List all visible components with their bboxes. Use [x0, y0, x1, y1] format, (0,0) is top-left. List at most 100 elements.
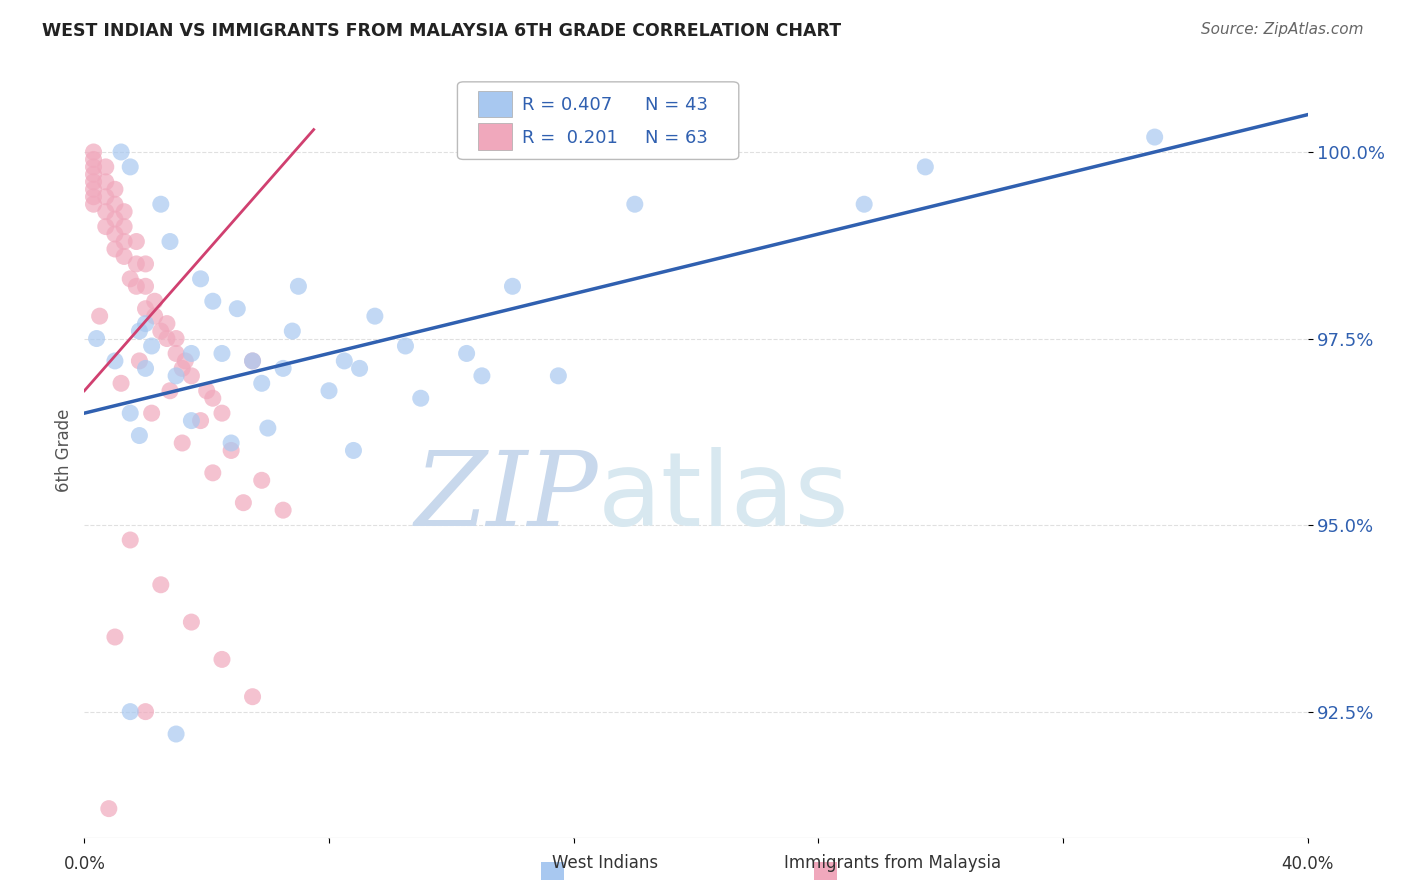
Point [120, 533, 142, 547]
Point [149, 324, 172, 338]
Point [333, 354, 356, 368]
Point [83, 190, 105, 204]
Point [83, 175, 105, 189]
Point [914, 160, 936, 174]
Point [180, 615, 202, 629]
Point [94, 204, 117, 219]
Point [471, 368, 494, 383]
Text: N = 63: N = 63 [644, 129, 707, 147]
Point [287, 279, 309, 293]
Point [135, 361, 157, 376]
Point [201, 466, 224, 480]
Point [547, 368, 569, 383]
Point [271, 361, 294, 376]
Point [456, 346, 478, 360]
Text: Immigrants from Malaysia: Immigrants from Malaysia [785, 855, 1001, 872]
Point [149, 578, 172, 592]
Point [128, 324, 150, 338]
Point [83, 153, 105, 167]
Text: R =  0.201: R = 0.201 [522, 129, 619, 147]
Point [349, 361, 371, 376]
Point [180, 414, 202, 428]
Point [128, 354, 150, 368]
Point [135, 317, 157, 331]
Point [94, 175, 117, 189]
Point [104, 212, 127, 227]
Point [211, 346, 233, 360]
Point [141, 406, 163, 420]
Point [165, 346, 187, 360]
Point [104, 354, 127, 368]
Point [120, 272, 142, 286]
Point [165, 332, 187, 346]
Point [172, 436, 194, 450]
Text: N = 43: N = 43 [644, 96, 707, 114]
Point [125, 257, 148, 271]
Text: 0.0%: 0.0% [63, 855, 105, 873]
Point [135, 257, 157, 271]
Point [135, 301, 157, 316]
Point [149, 197, 172, 211]
Point [141, 339, 163, 353]
Point [195, 384, 218, 398]
Point [180, 368, 202, 383]
Point [190, 272, 212, 286]
Point [211, 652, 233, 666]
Point [120, 406, 142, 420]
Point [112, 250, 135, 264]
Point [624, 197, 647, 211]
Point [174, 354, 197, 368]
Point [281, 324, 304, 338]
Point [120, 160, 142, 174]
Point [97, 802, 120, 816]
Point [120, 705, 142, 719]
Point [250, 473, 273, 487]
Point [110, 376, 132, 391]
Point [135, 705, 157, 719]
Point [242, 354, 264, 368]
Text: ZIP: ZIP [415, 446, 598, 548]
Point [156, 332, 179, 346]
Point [104, 242, 127, 256]
Point [219, 443, 242, 458]
Point [190, 414, 212, 428]
Point [201, 391, 224, 405]
Point [83, 160, 105, 174]
Point [232, 496, 254, 510]
Text: Source: ZipAtlas.com: Source: ZipAtlas.com [1201, 22, 1364, 37]
Point [159, 384, 181, 398]
Point [409, 391, 432, 405]
Point [83, 167, 105, 181]
FancyBboxPatch shape [457, 82, 738, 160]
Point [226, 301, 249, 316]
Point [83, 182, 105, 196]
Point [172, 361, 194, 376]
Point [211, 406, 233, 420]
Point [242, 690, 264, 704]
Point [94, 219, 117, 234]
Point [112, 219, 135, 234]
Text: WEST INDIAN VS IMMIGRANTS FROM MALAYSIA 6TH GRADE CORRELATION CHART: WEST INDIAN VS IMMIGRANTS FROM MALAYSIA … [42, 22, 841, 40]
Point [125, 279, 148, 293]
Point [112, 204, 135, 219]
Point [83, 145, 105, 159]
Point [180, 346, 202, 360]
Point [86, 332, 108, 346]
Point [83, 197, 105, 211]
Point [135, 279, 157, 293]
Point [364, 309, 387, 323]
Y-axis label: 6th Grade: 6th Grade [55, 409, 73, 492]
Point [125, 235, 148, 249]
Point [104, 197, 127, 211]
Text: R = 0.407: R = 0.407 [522, 96, 613, 114]
Point [257, 421, 280, 435]
Point [110, 145, 132, 159]
Text: atlas: atlas [598, 447, 849, 548]
Point [242, 354, 264, 368]
FancyBboxPatch shape [478, 91, 513, 117]
Point [104, 630, 127, 644]
Point [89, 309, 111, 323]
Point [94, 190, 117, 204]
Point [104, 227, 127, 241]
Point [271, 503, 294, 517]
